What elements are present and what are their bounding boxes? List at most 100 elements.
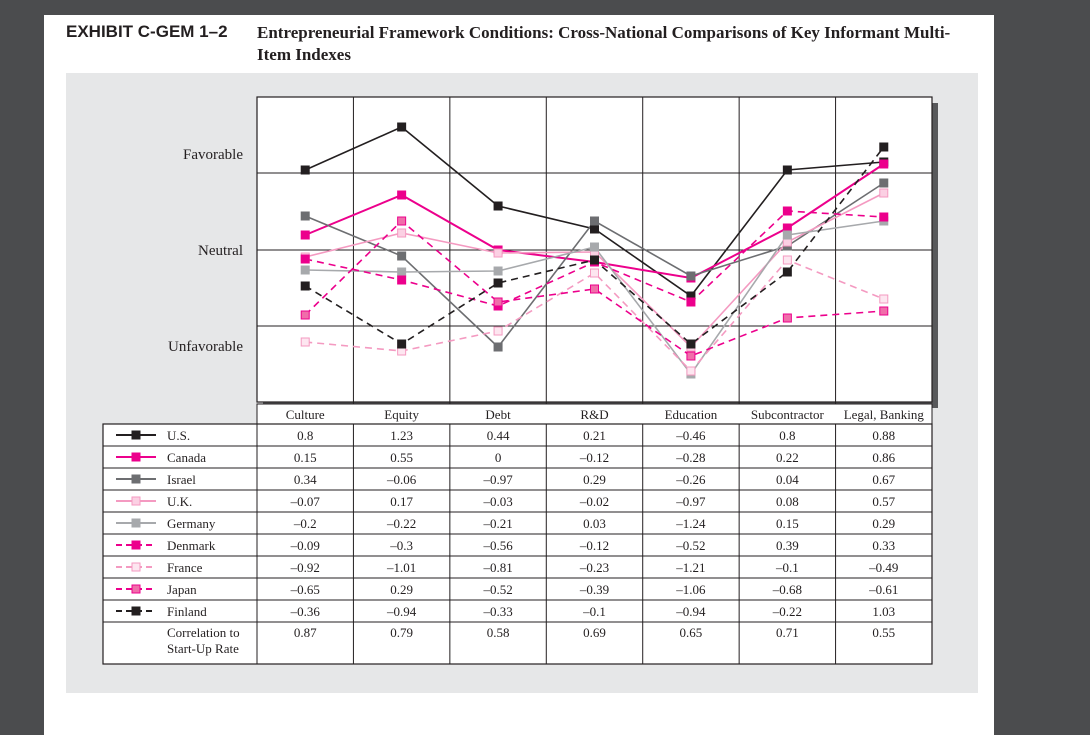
legend-marker bbox=[131, 606, 141, 616]
correlation-value: 0.69 bbox=[583, 625, 606, 640]
data-point-israel bbox=[397, 251, 407, 261]
correlation-value: 0.71 bbox=[776, 625, 799, 640]
data-point-japan bbox=[686, 351, 696, 361]
correlation-label: Start-Up Rate bbox=[167, 641, 239, 656]
table-cell: –0.92 bbox=[290, 560, 320, 575]
legend-label: Finland bbox=[167, 604, 207, 619]
data-point-france bbox=[879, 294, 889, 304]
table-cell: –0.26 bbox=[675, 472, 706, 487]
y-label-neutral: Neutral bbox=[198, 243, 243, 259]
legend-label: Germany bbox=[167, 516, 216, 531]
data-point-canada bbox=[879, 159, 889, 169]
data-point-uk bbox=[493, 248, 503, 258]
table-cell: 0.03 bbox=[583, 516, 606, 531]
correlation-value: 0.87 bbox=[294, 625, 317, 640]
table-cell: –0.94 bbox=[386, 604, 417, 619]
column-header: Culture bbox=[286, 407, 325, 422]
data-point-uk bbox=[879, 188, 889, 198]
data-point-canada bbox=[397, 190, 407, 200]
data-point-us bbox=[590, 224, 599, 234]
table-cell: –1.01 bbox=[386, 560, 416, 575]
table-cell: –0.12 bbox=[579, 450, 609, 465]
table-cell: –0.36 bbox=[290, 604, 321, 619]
column-header: Equity bbox=[384, 407, 419, 422]
table-cell: 0.33 bbox=[872, 538, 895, 553]
data-point-denmark bbox=[397, 275, 407, 285]
table-cell: –0.1 bbox=[582, 604, 606, 619]
data-point-israel bbox=[879, 178, 889, 188]
data-point-germany bbox=[493, 266, 503, 276]
table-cell: –0.68 bbox=[772, 582, 802, 597]
table-cell: 0.21 bbox=[583, 428, 606, 443]
column-header: Education bbox=[665, 407, 718, 422]
table-cell: 0.8 bbox=[779, 428, 795, 443]
legend-marker bbox=[131, 496, 141, 506]
data-point-finland bbox=[879, 142, 889, 152]
table-cell: –0.94 bbox=[675, 604, 706, 619]
table-cell: –0.07 bbox=[290, 494, 321, 509]
data-point-us bbox=[300, 165, 310, 175]
legend-label: U.S. bbox=[167, 428, 190, 443]
data-point-israel bbox=[300, 211, 310, 221]
data-point-japan bbox=[590, 284, 599, 294]
data-point-germany bbox=[300, 265, 310, 275]
table-cell: 0.22 bbox=[776, 450, 799, 465]
table-cell: 0.57 bbox=[872, 494, 895, 509]
data-point-finland bbox=[590, 255, 599, 265]
data-point-france bbox=[686, 366, 696, 376]
table-cell: 0.29 bbox=[390, 582, 413, 597]
table-cell: 0.34 bbox=[294, 472, 317, 487]
data-point-israel bbox=[590, 216, 599, 226]
table-cell: –0.2 bbox=[293, 516, 317, 531]
data-point-denmark bbox=[782, 206, 792, 216]
table-cell: –0.81 bbox=[482, 560, 512, 575]
correlation-value: 0.65 bbox=[680, 625, 703, 640]
data-table bbox=[102, 423, 933, 665]
y-label-favorable: Favorable bbox=[183, 147, 243, 163]
table-cell: –0.56 bbox=[482, 538, 513, 553]
legend-label: Japan bbox=[167, 582, 197, 597]
exhibit-label: EXHIBIT C-GEM 1–2 bbox=[66, 22, 228, 41]
table-cell: 0.29 bbox=[583, 472, 606, 487]
table-cell: –0.22 bbox=[772, 604, 802, 619]
table-cell: –0.12 bbox=[579, 538, 609, 553]
data-point-france bbox=[493, 326, 503, 336]
exhibit-title: Entrepreneurial Framework Conditions: Cr… bbox=[257, 23, 951, 64]
table-cell: –0.1 bbox=[775, 560, 799, 575]
data-point-japan bbox=[300, 310, 310, 320]
table-cell: 0.88 bbox=[872, 428, 895, 443]
data-point-denmark bbox=[300, 254, 310, 264]
legend-marker bbox=[131, 584, 141, 594]
table-cell: –0.03 bbox=[482, 494, 512, 509]
table-cell: 0.29 bbox=[872, 516, 895, 531]
data-point-japan bbox=[879, 306, 889, 316]
legend-marker bbox=[131, 452, 141, 462]
column-header: Subcontractor bbox=[751, 407, 825, 422]
data-point-germany bbox=[397, 267, 407, 277]
table-cell: 0.04 bbox=[776, 472, 799, 487]
legend-label: France bbox=[167, 560, 203, 575]
column-header: Debt bbox=[485, 407, 511, 422]
correlation-value: 0.58 bbox=[487, 625, 510, 640]
table-cell: 0.15 bbox=[776, 516, 799, 531]
legend-label: Denmark bbox=[167, 538, 216, 553]
data-point-finland bbox=[686, 339, 696, 349]
table-cell: 0.15 bbox=[294, 450, 317, 465]
correlation-value: 0.55 bbox=[872, 625, 895, 640]
legend-marker bbox=[131, 540, 141, 550]
table-cell: 0.8 bbox=[297, 428, 313, 443]
legend-marker bbox=[131, 430, 141, 440]
table-cell: 1.03 bbox=[872, 604, 895, 619]
data-point-uk bbox=[397, 228, 407, 238]
legend-label: Israel bbox=[167, 472, 196, 487]
data-point-us bbox=[782, 165, 792, 175]
y-label-unfavorable: Unfavorable bbox=[168, 339, 243, 355]
data-point-us bbox=[493, 201, 503, 211]
table-cell: 0.86 bbox=[872, 450, 895, 465]
legend-marker bbox=[131, 562, 141, 572]
data-point-france bbox=[782, 255, 792, 265]
table-cell: 0.17 bbox=[390, 494, 413, 509]
table-cell: 1.23 bbox=[390, 428, 413, 443]
table-cell: 0 bbox=[495, 450, 502, 465]
table-cell: 0.55 bbox=[390, 450, 413, 465]
